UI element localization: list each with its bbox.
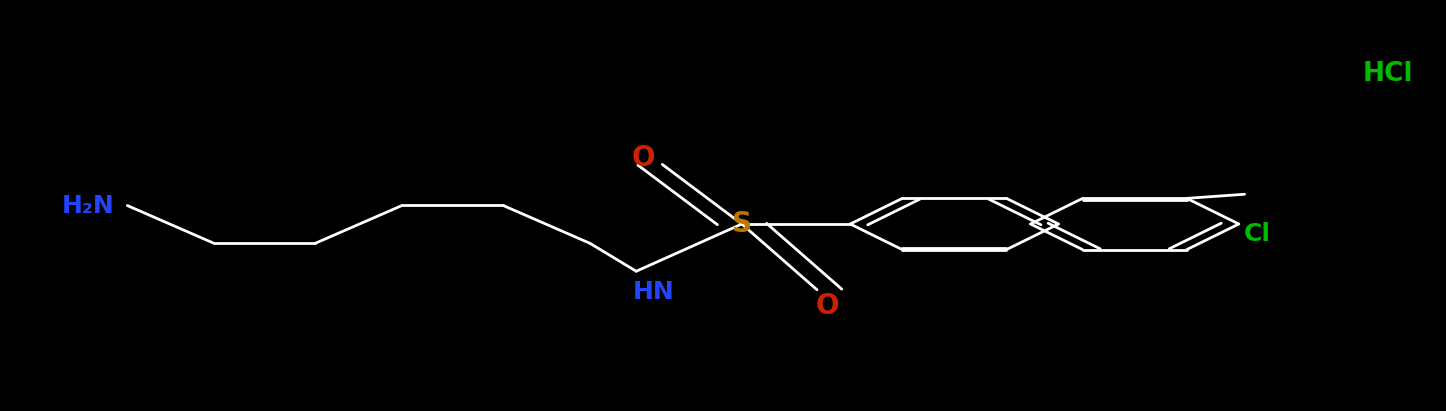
Text: H₂N: H₂N (62, 194, 114, 217)
Text: HCl: HCl (1364, 61, 1413, 87)
Text: HN: HN (633, 280, 674, 304)
Text: O: O (632, 144, 655, 172)
Text: O: O (816, 292, 839, 320)
Text: S: S (732, 210, 752, 238)
Text: Cl: Cl (1244, 222, 1271, 246)
